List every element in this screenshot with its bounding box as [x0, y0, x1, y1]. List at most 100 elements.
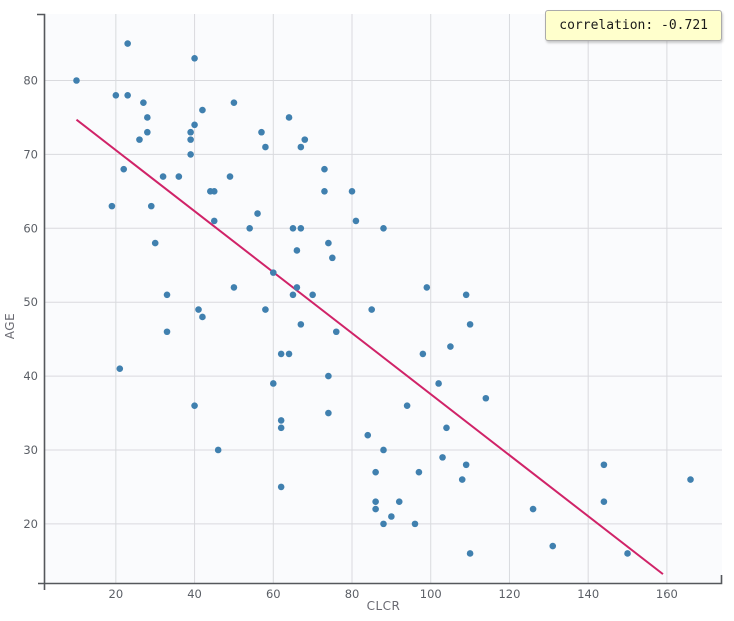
- plot-background: [45, 14, 722, 583]
- data-point: [277, 417, 285, 424]
- data-point: [199, 106, 206, 114]
- data-point: [321, 165, 328, 173]
- data-point: [321, 188, 328, 195]
- data-point: [151, 239, 159, 247]
- y-axis-spine: [37, 13, 46, 590]
- data-point: [380, 224, 387, 232]
- y-axis-title: AGE: [3, 312, 17, 340]
- data-point: [529, 505, 537, 513]
- data-point: [380, 446, 387, 454]
- data-point: [144, 128, 151, 136]
- data-point: [289, 224, 297, 232]
- data-point: [466, 321, 474, 328]
- data-point: [293, 247, 301, 254]
- data-point: [262, 143, 269, 151]
- data-point: [600, 498, 608, 506]
- y-tick-label: 20: [23, 517, 38, 531]
- data-point: [269, 380, 277, 387]
- data-point: [411, 520, 419, 528]
- data-point: [226, 173, 234, 180]
- data-point: [447, 343, 454, 350]
- data-point: [364, 431, 372, 439]
- data-point: [297, 143, 305, 151]
- x-axis-spine: [38, 575, 723, 585]
- data-point: [210, 188, 218, 195]
- y-tick-label: 80: [23, 74, 38, 88]
- data-point: [254, 210, 261, 217]
- data-point: [380, 520, 387, 528]
- data-point: [372, 468, 379, 476]
- data-point: [388, 513, 395, 520]
- data-point: [600, 461, 608, 469]
- data-point: [187, 128, 194, 136]
- data-point: [435, 380, 442, 387]
- data-point: [423, 284, 431, 291]
- data-point: [348, 188, 356, 195]
- data-point: [419, 350, 427, 358]
- data-point: [372, 505, 379, 513]
- data-point: [262, 306, 269, 313]
- data-point: [462, 291, 470, 299]
- data-point: [395, 498, 403, 506]
- data-point: [140, 99, 147, 106]
- data-point: [301, 136, 309, 143]
- data-point: [325, 239, 332, 247]
- data-point: [687, 476, 694, 483]
- data-point: [112, 91, 120, 99]
- data-point: [297, 224, 305, 232]
- correlation-annotation: correlation: -0.721: [545, 10, 722, 41]
- data-point: [269, 269, 277, 276]
- x-tick-label: 160: [656, 587, 678, 601]
- data-point: [163, 291, 171, 299]
- data-point: [191, 402, 198, 409]
- regression-line: [75, 118, 664, 575]
- data-point: [147, 202, 155, 210]
- x-tick-label: 80: [345, 587, 360, 601]
- x-tick-label: 120: [498, 587, 520, 601]
- data-point: [277, 350, 285, 358]
- data-point: [285, 114, 293, 121]
- data-point: [415, 468, 423, 476]
- data-point: [325, 409, 332, 417]
- data-point: [293, 284, 301, 291]
- data-point: [277, 483, 285, 491]
- data-point: [462, 461, 470, 469]
- data-point: [199, 313, 206, 321]
- data-point: [120, 165, 128, 173]
- data-point: [372, 498, 379, 506]
- data-point: [187, 151, 194, 158]
- x-axis-title: CLCR: [366, 599, 401, 613]
- data-point: [163, 328, 171, 336]
- data-point: [309, 291, 316, 299]
- data-point: [549, 542, 557, 550]
- data-point: [191, 55, 198, 62]
- y-tick-label: 60: [23, 221, 38, 235]
- data-point: [277, 424, 285, 432]
- data-point: [443, 424, 450, 432]
- data-point: [124, 40, 131, 47]
- data-point: [624, 550, 631, 557]
- x-tick-label: 140: [577, 587, 599, 601]
- data-point: [458, 476, 466, 483]
- data-point: [285, 350, 293, 358]
- y-tick-label: 40: [23, 369, 38, 383]
- x-tick-label: 20: [109, 587, 124, 601]
- data-point: [466, 550, 474, 557]
- data-point: [289, 291, 297, 299]
- data-point: [297, 321, 305, 328]
- x-tick-label: 40: [187, 587, 202, 601]
- y-tick-label: 30: [23, 443, 38, 457]
- data-point: [482, 394, 490, 402]
- data-point: [159, 173, 167, 180]
- data-point: [368, 306, 375, 313]
- data-point: [214, 446, 222, 454]
- data-point: [246, 224, 253, 232]
- data-point: [195, 306, 202, 313]
- data-point: [191, 121, 198, 129]
- data-point: [230, 99, 238, 106]
- data-point: [175, 173, 183, 180]
- data-point: [73, 77, 80, 84]
- data-point: [187, 136, 194, 143]
